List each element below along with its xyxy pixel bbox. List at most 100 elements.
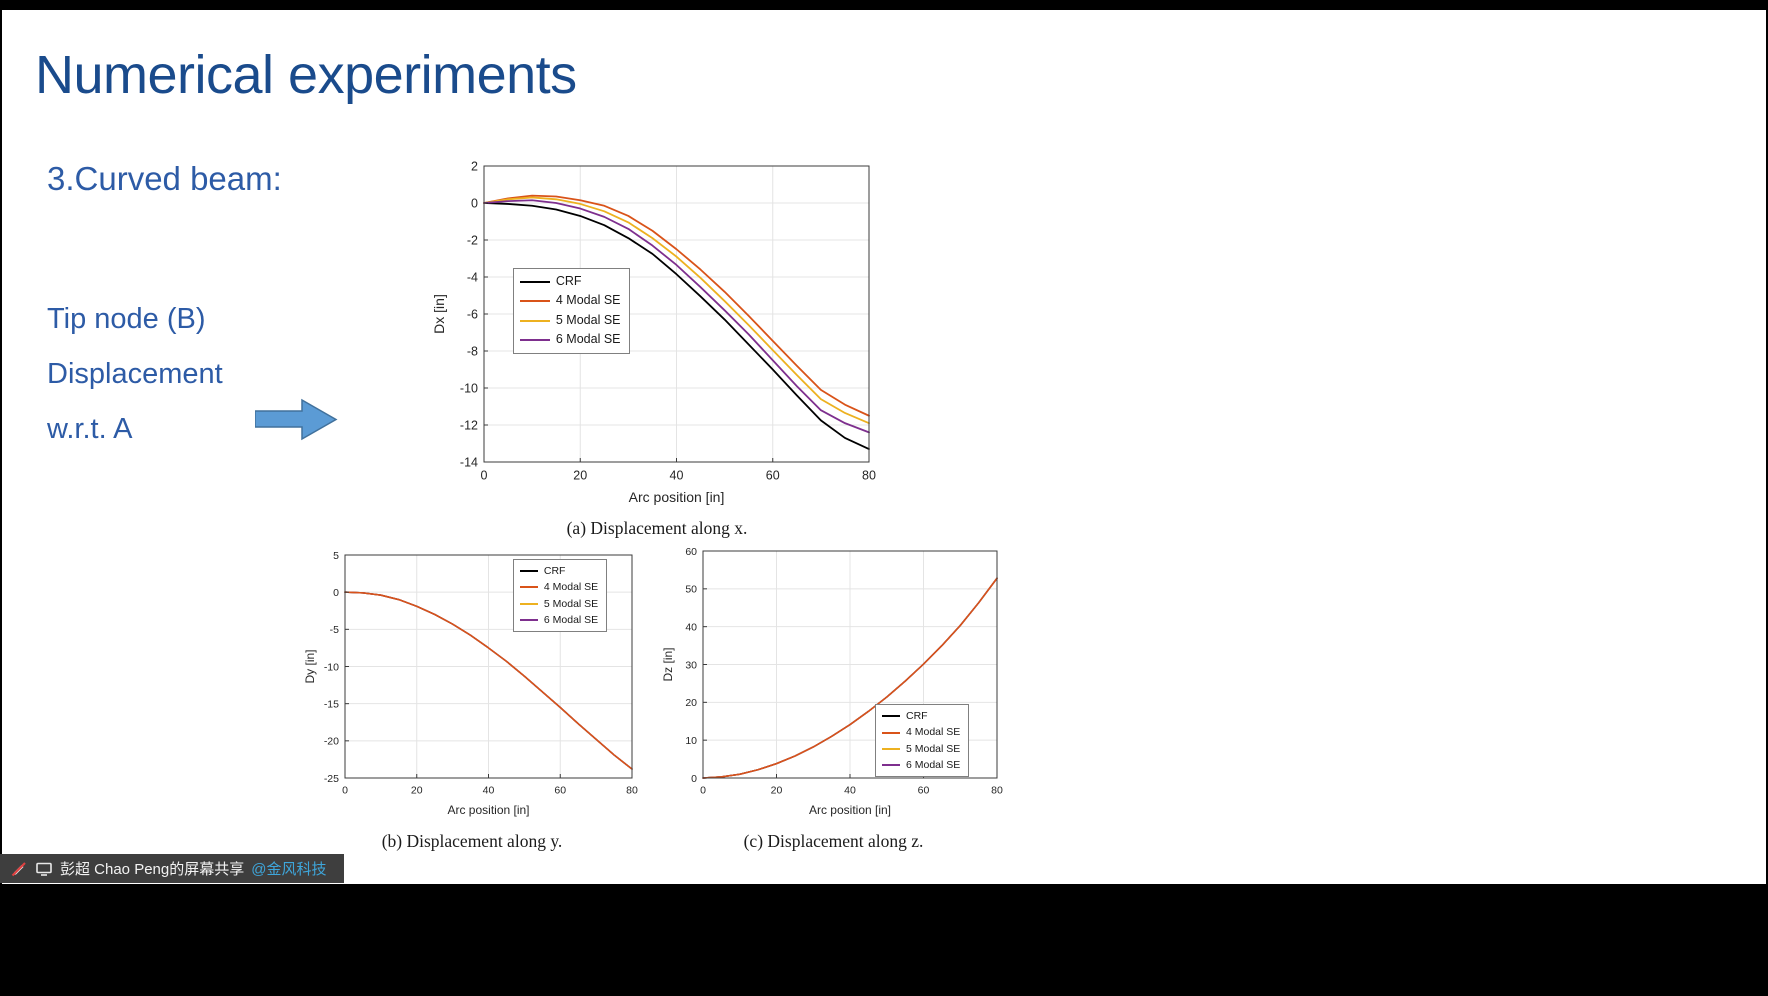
slide-title: Numerical experiments xyxy=(35,45,577,105)
note-line-tip-node: Tip node (B) xyxy=(47,303,206,335)
svg-text:0: 0 xyxy=(481,469,488,483)
screen-icon[interactable] xyxy=(35,860,53,878)
legend-label: CRF xyxy=(543,565,566,577)
svg-text:60: 60 xyxy=(918,785,930,797)
legend-entry: 5 Modal SE xyxy=(519,596,599,612)
svg-text:60: 60 xyxy=(685,546,697,558)
legend-line-swatch xyxy=(881,764,900,767)
svg-text:50: 50 xyxy=(685,584,697,596)
svg-text:80: 80 xyxy=(991,785,1003,797)
legend-label: 4 Modal SE xyxy=(543,581,599,594)
legend-entry: 6 Modal SE xyxy=(881,757,961,773)
legend-line-swatch xyxy=(881,715,900,718)
legend-label: CRF xyxy=(905,710,928,723)
svg-text:Dz [in]: Dz [in] xyxy=(661,647,675,681)
note-line-displacement: Displacement xyxy=(47,358,223,390)
svg-text:40: 40 xyxy=(685,621,697,633)
share-label: 彭超 Chao Peng的屏幕共享 xyxy=(60,861,245,878)
chart-canvas: 0 20 40 60 80 5 0 -5 -10 -15 -20 -25 Arc position [i… xyxy=(302,548,642,826)
svg-text:0: 0 xyxy=(342,785,348,797)
legend-entry: 4 Modal SE xyxy=(881,724,961,740)
legend-entry: 4 Modal SE xyxy=(519,291,621,310)
screen-share-toast: 彭超 Chao Peng的屏幕共享 @金风科技 xyxy=(0,854,344,883)
legend-entry: CRF xyxy=(519,563,598,579)
svg-text:40: 40 xyxy=(483,785,495,797)
svg-text:20: 20 xyxy=(573,469,587,483)
svg-text:60: 60 xyxy=(766,469,780,483)
svg-text:2: 2 xyxy=(471,160,478,174)
svg-text:80: 80 xyxy=(626,785,638,797)
chart-legend-dx: CRF 4 Modal SE 5 Modal SE 6 Modal SE xyxy=(512,268,630,354)
svg-text:-10: -10 xyxy=(324,661,339,673)
chart-displacement-y: 0 20 40 60 80 5 0 -5 -10 -15 -20 -25 Arc position [i… xyxy=(302,548,642,852)
legend-label: 5 Modal SE xyxy=(905,742,961,755)
legend-line-swatch xyxy=(519,618,538,621)
legend-label: 5 Modal SE xyxy=(543,597,599,610)
side-notes: Tip node (B) Displacement w.r.t. A xyxy=(47,292,223,457)
svg-text:Dy [in]: Dy [in] xyxy=(303,649,317,683)
legend-line-swatch xyxy=(881,731,900,734)
legend-line-swatch xyxy=(519,338,550,341)
right-arrow-icon xyxy=(254,398,338,447)
svg-text:-4: -4 xyxy=(467,271,478,285)
legend-label: 4 Modal SE xyxy=(905,726,961,739)
chart-legend-dy: CRF 4 Modal SE 5 Modal SE 6 Modal SE xyxy=(512,559,608,633)
chart-legend-dz: CRF 4 Modal SE 5 Modal SE 6 Modal SE xyxy=(874,704,970,778)
legend-entry: 4 Modal SE xyxy=(519,579,599,595)
annotation-disabled-icon[interactable] xyxy=(10,860,28,878)
svg-text:-6: -6 xyxy=(467,308,478,322)
legend-entry: CRF xyxy=(881,708,960,724)
legend-entry: 6 Modal SE xyxy=(519,330,621,349)
legend-label: 6 Modal SE xyxy=(555,332,621,347)
svg-text:-25: -25 xyxy=(324,773,339,785)
svg-text:40: 40 xyxy=(670,469,684,483)
svg-text:0: 0 xyxy=(691,773,697,785)
legend-entry: 5 Modal SE xyxy=(519,311,621,330)
legend-label: 6 Modal SE xyxy=(543,613,599,626)
svg-text:-20: -20 xyxy=(324,736,339,748)
presentation-slide: Numerical experiments 3.Curved beam: Tip… xyxy=(2,10,1766,884)
chart-canvas: 0 20 40 60 80 0 10 20 30 40 50 60 Arc position [in] D… xyxy=(660,544,1007,826)
svg-text:20: 20 xyxy=(411,785,423,797)
legend-entry: 6 Modal SE xyxy=(519,612,599,628)
legend-line-swatch xyxy=(519,280,550,283)
svg-text:5: 5 xyxy=(333,550,339,562)
svg-text:-14: -14 xyxy=(460,456,478,470)
svg-text:-2: -2 xyxy=(467,234,478,248)
chart-caption-b: (b) Displacement along y. xyxy=(381,831,563,851)
svg-text:-12: -12 xyxy=(460,419,478,433)
svg-text:60: 60 xyxy=(554,785,566,797)
section-heading: 3.Curved beam: xyxy=(47,160,282,197)
svg-text:Dx [in]: Dx [in] xyxy=(432,294,447,334)
svg-text:30: 30 xyxy=(685,659,697,671)
chart-caption-c: (c) Displacement along z. xyxy=(743,831,924,851)
legend-line-swatch xyxy=(881,747,900,750)
svg-text:20: 20 xyxy=(685,697,697,709)
svg-text:0: 0 xyxy=(700,785,706,797)
legend-line-swatch xyxy=(519,602,538,605)
legend-label: 6 Modal SE xyxy=(905,759,961,772)
legend-label: CRF xyxy=(555,274,582,289)
legend-line-swatch xyxy=(519,319,550,322)
legend-entry: 5 Modal SE xyxy=(881,741,961,757)
svg-text:-10: -10 xyxy=(460,382,478,396)
svg-text:-5: -5 xyxy=(330,624,339,636)
legend-label: 4 Modal SE xyxy=(555,293,621,308)
legend-line-swatch xyxy=(519,586,538,589)
svg-text:0: 0 xyxy=(471,197,478,211)
share-mention-link[interactable]: @金风科技 xyxy=(251,861,327,878)
note-line-wrt-a: w.r.t. A xyxy=(47,413,133,445)
svg-text:-15: -15 xyxy=(324,698,339,710)
chart-displacement-x: 0 20 40 60 80 2 0 -2 -4 -6 -8 -10 -12 -14 Arc position… xyxy=(432,158,882,539)
chart-caption-a: (a) Displacement along x. xyxy=(566,518,748,538)
svg-text:0: 0 xyxy=(333,587,339,599)
chart-canvas: 0 20 40 60 80 2 0 -2 -4 -6 -8 -10 -12 -14 Arc position… xyxy=(432,158,882,512)
svg-text:40: 40 xyxy=(844,785,856,797)
svg-text:80: 80 xyxy=(862,469,876,483)
svg-text:Arc position [in]: Arc position [in] xyxy=(629,489,725,505)
chart-displacement-z: 0 20 40 60 80 0 10 20 30 40 50 60 Arc position [in] D… xyxy=(660,544,1007,852)
legend-line-swatch xyxy=(519,300,550,303)
svg-text:Arc position [in]: Arc position [in] xyxy=(809,803,891,817)
